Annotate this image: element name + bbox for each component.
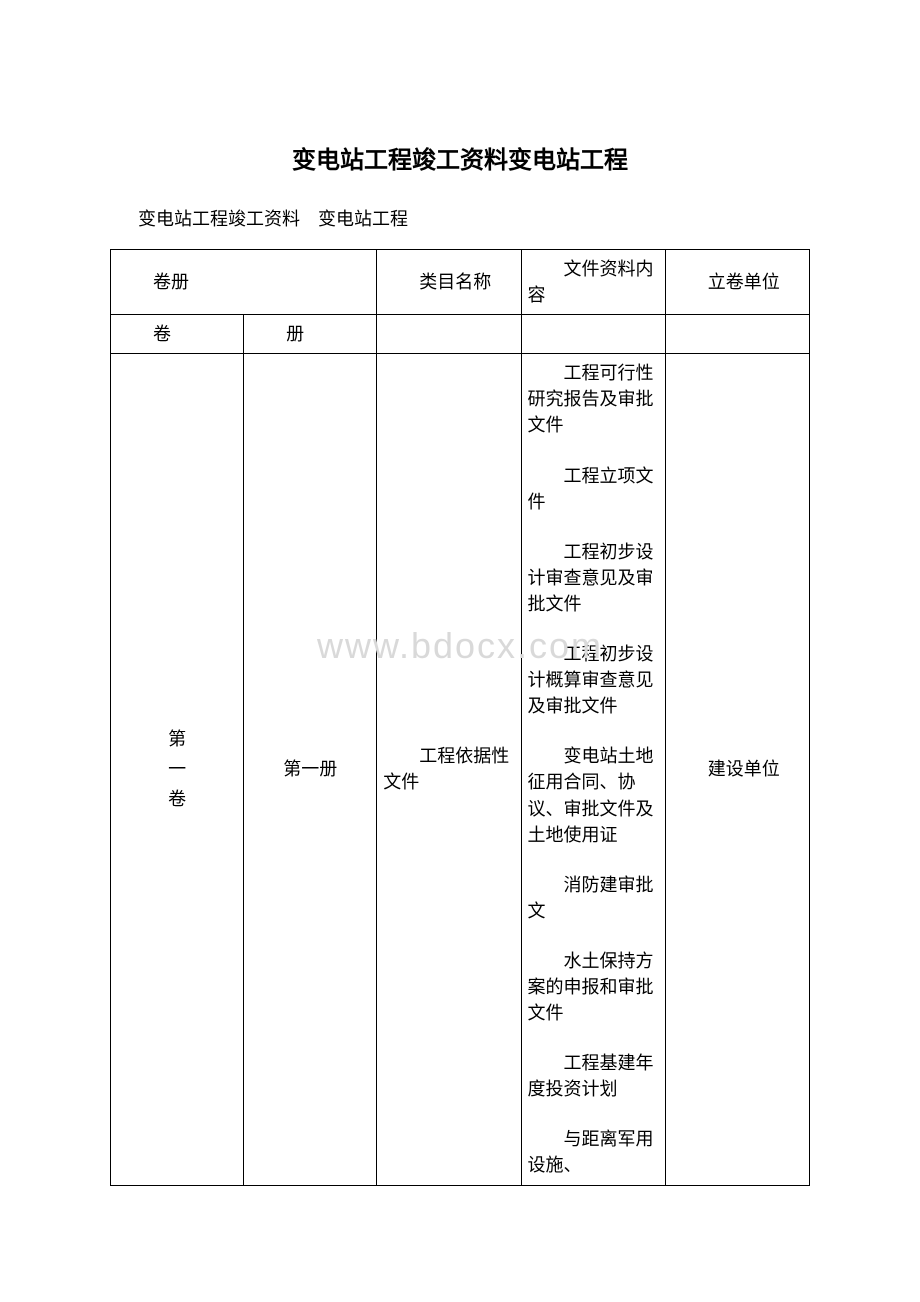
cell-series: 第一册 [244,354,377,1185]
content-item: 工程可行性研究报告及审批文件 [528,360,659,438]
content-item: 工程基建年度投资计划 [528,1050,659,1102]
content-item: 水土保持方案的申报和审批文件 [528,948,659,1026]
header-empty-1 [377,315,521,354]
header-series: 册 [244,315,377,354]
table-header-row-2: 卷 册 [111,315,810,354]
cell-volume: 第一卷 [111,354,244,1185]
header-empty-3 [665,315,809,354]
header-volume-series: 卷册 [111,250,377,315]
table-data-row: 第一卷 第一册 工程依据性文件 工程可行性研究报告及审批文件工程立项文件工程初步… [111,354,810,1185]
header-volume: 卷 [111,315,244,354]
document-title: 变电站工程竣工资料变电站工程 [110,140,810,175]
content-item: 工程初步设计审查意见及审批文件 [528,539,659,617]
content-item: 变电站土地征用合同、协议、审批文件及土地使用证 [528,743,659,847]
content-item: 消防建审批文 [528,872,659,924]
header-content: 文件资料内容 [521,250,665,315]
table-header-row-1: 卷册 类目名称 文件资料内容 立卷单位 [111,250,810,315]
cell-unit: 建设单位 [665,354,809,1185]
content-item: 与距离军用设施、 [528,1126,659,1178]
document-table: 卷册 类目名称 文件资料内容 立卷单位 卷 册 第一卷 第一册 工程依据性文件 … [110,249,810,1186]
header-empty-2 [521,315,665,354]
content-item: 工程初步设计概算审查意见及审批文件 [528,641,659,719]
cell-content: 工程可行性研究报告及审批文件工程立项文件工程初步设计审查意见及审批文件工程初步设… [521,354,665,1185]
content-item: 工程立项文件 [528,463,659,515]
cell-category: 工程依据性文件 [377,354,521,1185]
document-subtitle: 变电站工程竣工资料 变电站工程 [110,205,810,231]
header-unit: 立卷单位 [665,250,809,315]
header-category: 类目名称 [377,250,521,315]
